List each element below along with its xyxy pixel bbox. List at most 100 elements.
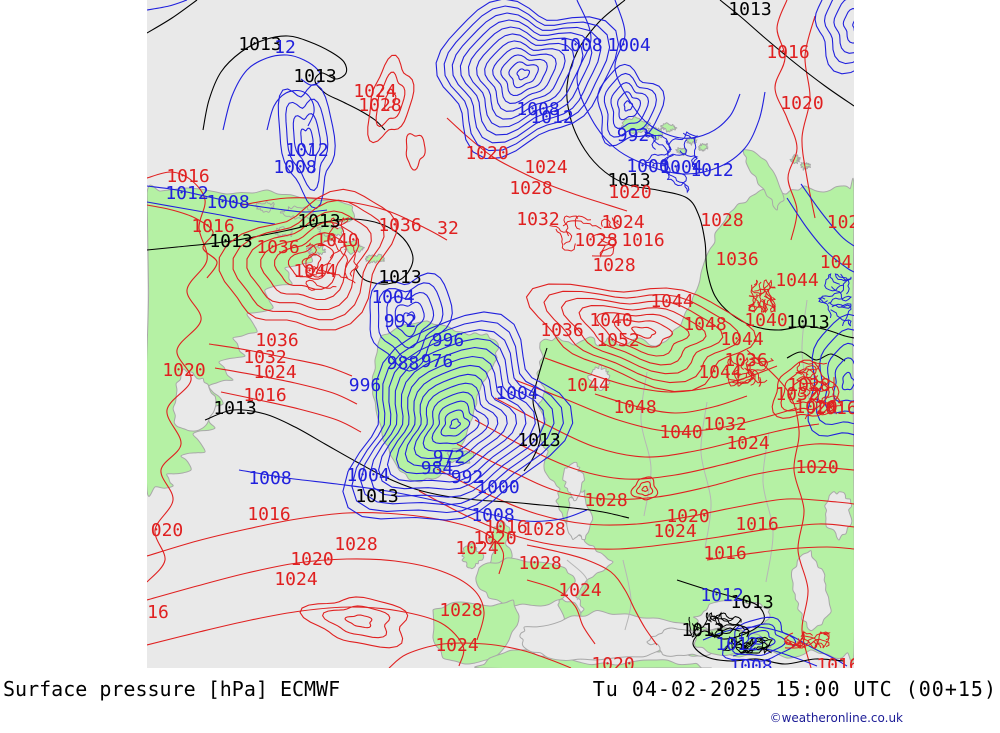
border-line: [622, 559, 632, 631]
isobar: [147, 185, 328, 213]
isobar-ring: [449, 418, 461, 429]
isobar: [446, 117, 628, 212]
terrain-isobar-noise: [751, 279, 777, 301]
isobar: [266, 89, 315, 131]
isobar: [418, 490, 854, 550]
isobar-ring: [403, 311, 416, 326]
isobar: [706, 546, 854, 561]
terrain-isobar-noise: [746, 357, 775, 373]
landmass: [742, 149, 785, 211]
isobar-ring: [833, 357, 854, 402]
isobar-ring: [367, 54, 415, 144]
isobar-ring: [597, 63, 665, 147]
pressure-label: 1020: [465, 143, 508, 164]
isobar: [147, 0, 188, 11]
pressure-label: 1028: [509, 178, 552, 199]
isobar-ring: [300, 127, 314, 156]
terrain-isobar-noise: [311, 266, 348, 279]
pressure-label: 1044: [775, 270, 818, 291]
terrain-isobar-noise: [329, 244, 359, 277]
pressure-label: 1044: [293, 261, 336, 282]
terrain-isobar-noise: [804, 390, 818, 420]
pressure-label: 1024: [353, 81, 396, 102]
isobar: [786, 197, 854, 273]
isobar-ring: [789, 377, 821, 405]
pressure-label: 1008: [559, 35, 602, 56]
isobar: [220, 391, 362, 433]
pressure-label: 1028: [522, 519, 565, 540]
pressure-label: 1008: [516, 99, 559, 120]
terrain-isobar-noise: [750, 639, 768, 655]
isobar: [208, 343, 353, 377]
isobar-ring: [431, 400, 480, 445]
landmass: [446, 447, 475, 466]
isobar-ring: [543, 290, 741, 384]
isobar-ring: [824, 342, 854, 414]
terrain-isobar-noise: [796, 361, 828, 376]
pressure-label: 1024: [726, 433, 769, 454]
pressure-label: 1013: [213, 398, 256, 419]
isobar: [786, 351, 846, 362]
pressure-label: 1044: [650, 291, 693, 312]
isobar-ring: [635, 481, 654, 497]
isobar-ring: [595, 312, 690, 357]
pressure-label: 1013: [728, 0, 771, 20]
isobar-ring: [440, 409, 471, 437]
pressure-label: 1016: [191, 216, 234, 237]
isobar: [147, 558, 485, 641]
terrain-isobar-noise: [731, 636, 754, 654]
isobar-ring: [369, 338, 546, 498]
terrain-isobar-noise: [688, 616, 699, 638]
isobar: [214, 367, 358, 405]
landmass: [432, 599, 520, 665]
isobar-ring: [344, 614, 373, 629]
isobar: [566, 0, 854, 339]
pressure-label: 1012: [700, 585, 743, 606]
pressure-label: 1036: [256, 237, 299, 258]
terrain-isobar-noise: [305, 263, 331, 278]
isobar-ring: [246, 210, 372, 311]
terrain-isobar-noise: [783, 636, 806, 650]
terrain-isobar-noise: [822, 377, 835, 406]
isobar-ring: [516, 68, 531, 81]
pressure-label: 16: [147, 602, 169, 623]
terrain-isobar-noise: [834, 273, 852, 295]
pressure-label: 1004: [371, 287, 414, 308]
isobar-ring: [484, 40, 566, 112]
terrain-isobar-noise: [817, 297, 832, 319]
terrain-isobar-noise: [721, 636, 749, 652]
isobar-ring: [404, 373, 508, 468]
pressure-label: 1016: [166, 166, 209, 187]
pressure-label: 1028: [439, 600, 482, 621]
pressure-label: 1036: [255, 330, 298, 351]
isobar: [388, 642, 572, 668]
isobar-ring: [631, 326, 657, 339]
landmass: [824, 491, 853, 541]
border-line: [566, 559, 588, 601]
pressure-label: 1024: [601, 212, 644, 233]
isobar-ring: [285, 98, 329, 192]
isobar-ring: [287, 243, 335, 280]
pressure-label: 1040: [589, 310, 632, 331]
pressure-label: 1013: [238, 34, 281, 55]
pressure-label: 1032: [703, 414, 746, 435]
caption-datetime: Tu 04-02-2025 15:00 UTC (00+15): [592, 677, 997, 701]
pressure-label: 1036: [378, 215, 421, 236]
isobar: [614, 0, 741, 139]
landmass: [644, 125, 664, 141]
landmass: [587, 364, 611, 392]
landmass: [789, 154, 801, 165]
isobar: [594, 393, 748, 414]
pressure-label: 992: [384, 311, 417, 332]
pressure-label: 1036: [715, 249, 758, 270]
pressure-label: 1032: [775, 384, 818, 405]
pressure-label: 102: [827, 212, 854, 233]
isobar: [526, 544, 658, 646]
pressure-label: 12: [274, 37, 296, 58]
isobar: [494, 397, 820, 458]
isobar-ring: [451, 12, 602, 144]
landmass: [519, 609, 697, 661]
copyright-link[interactable]: ©weatheronline.co.uk: [769, 711, 903, 725]
isobar-ring: [508, 61, 539, 89]
